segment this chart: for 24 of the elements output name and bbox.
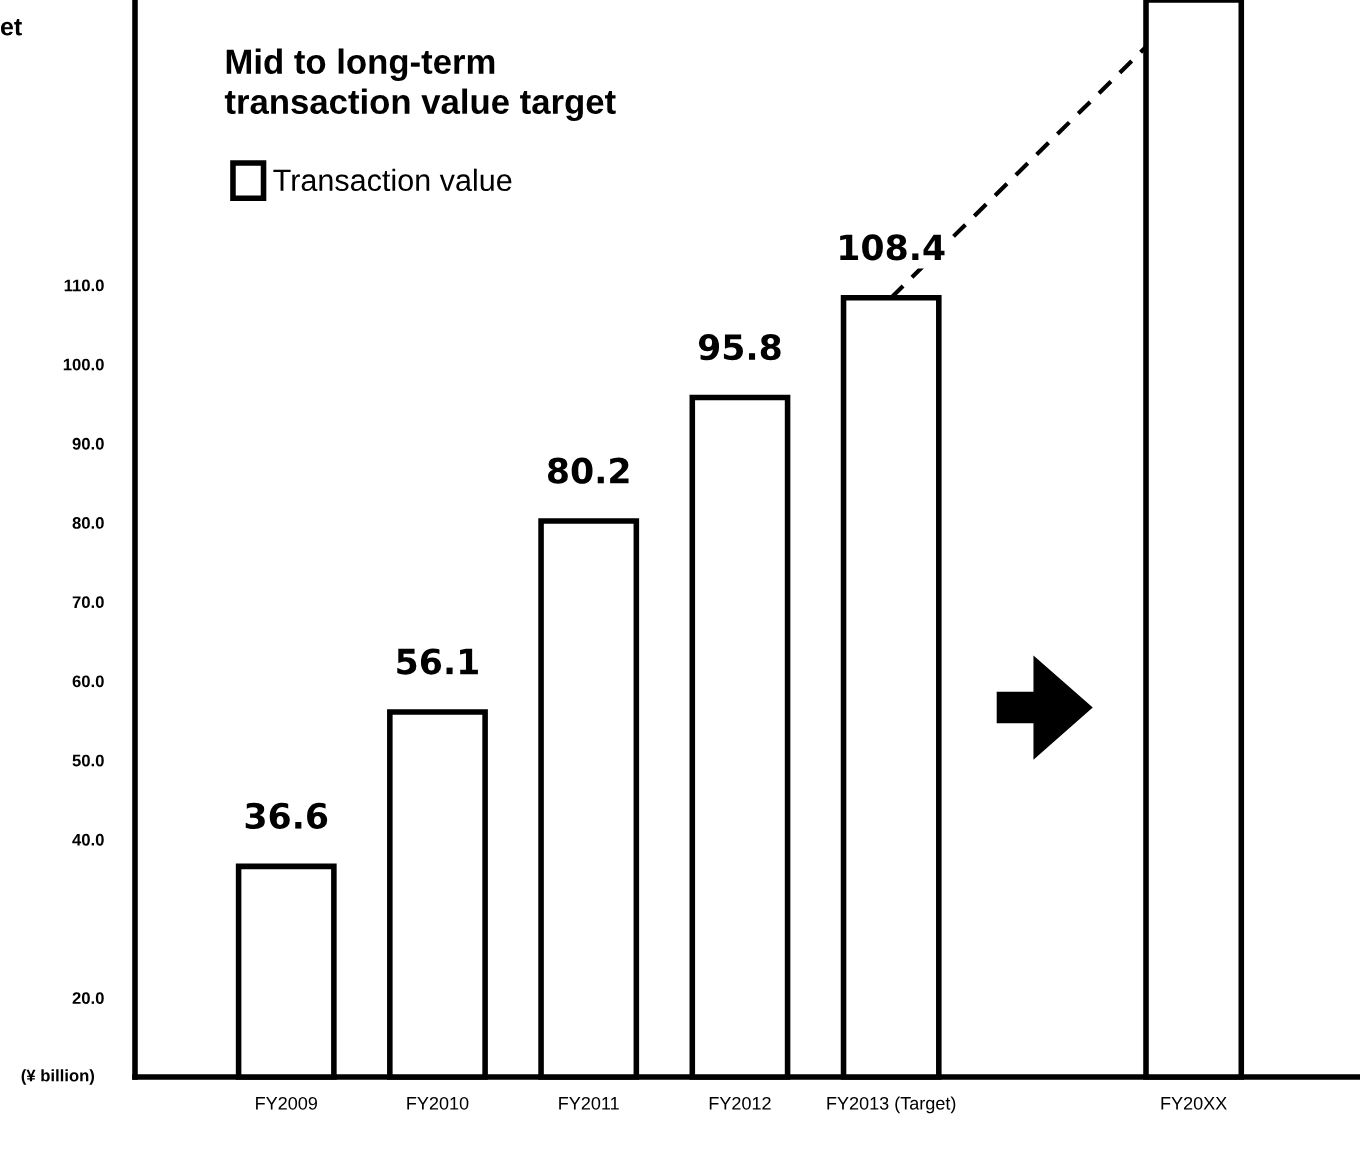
data-label: 80.2	[547, 457, 629, 484]
y-tick-label: 20.0	[72, 992, 104, 1005]
data-label: 95.8	[698, 333, 781, 361]
x-tick-label: FY2012	[709, 1096, 771, 1110]
y-tick-label: 50.0	[72, 754, 104, 767]
y-tick-label: 80.0	[72, 517, 104, 529]
x-tick-label: FY2010	[407, 1096, 469, 1110]
y-tick-label: 100.0	[63, 358, 104, 371]
y-tick-label: 60.0	[72, 675, 104, 688]
legend-label: Transaction value	[273, 168, 512, 192]
y-tick-label: 110.0	[64, 279, 104, 292]
x-tick-label: FY2011	[559, 1096, 619, 1110]
data-label: 56.1	[397, 648, 478, 675]
x-tick-label: FY2013 (Target)	[827, 1096, 956, 1114]
y-tick-label: 70.0	[72, 596, 104, 609]
x-tick-label: FY2009	[256, 1096, 317, 1110]
data-label: 108.4	[840, 234, 945, 261]
text: Mid to long-term transaction value target	[224, 48, 616, 122]
y-axis-title: (¥ billion)	[21, 1069, 95, 1085]
y-tick-label: 40.0	[72, 833, 104, 846]
y-tick-label: 90.0	[72, 437, 104, 450]
x-tick-label: FY20XX	[1161, 1096, 1227, 1110]
data-label: 36.6	[245, 802, 328, 830]
text: et	[0, 19, 22, 36]
